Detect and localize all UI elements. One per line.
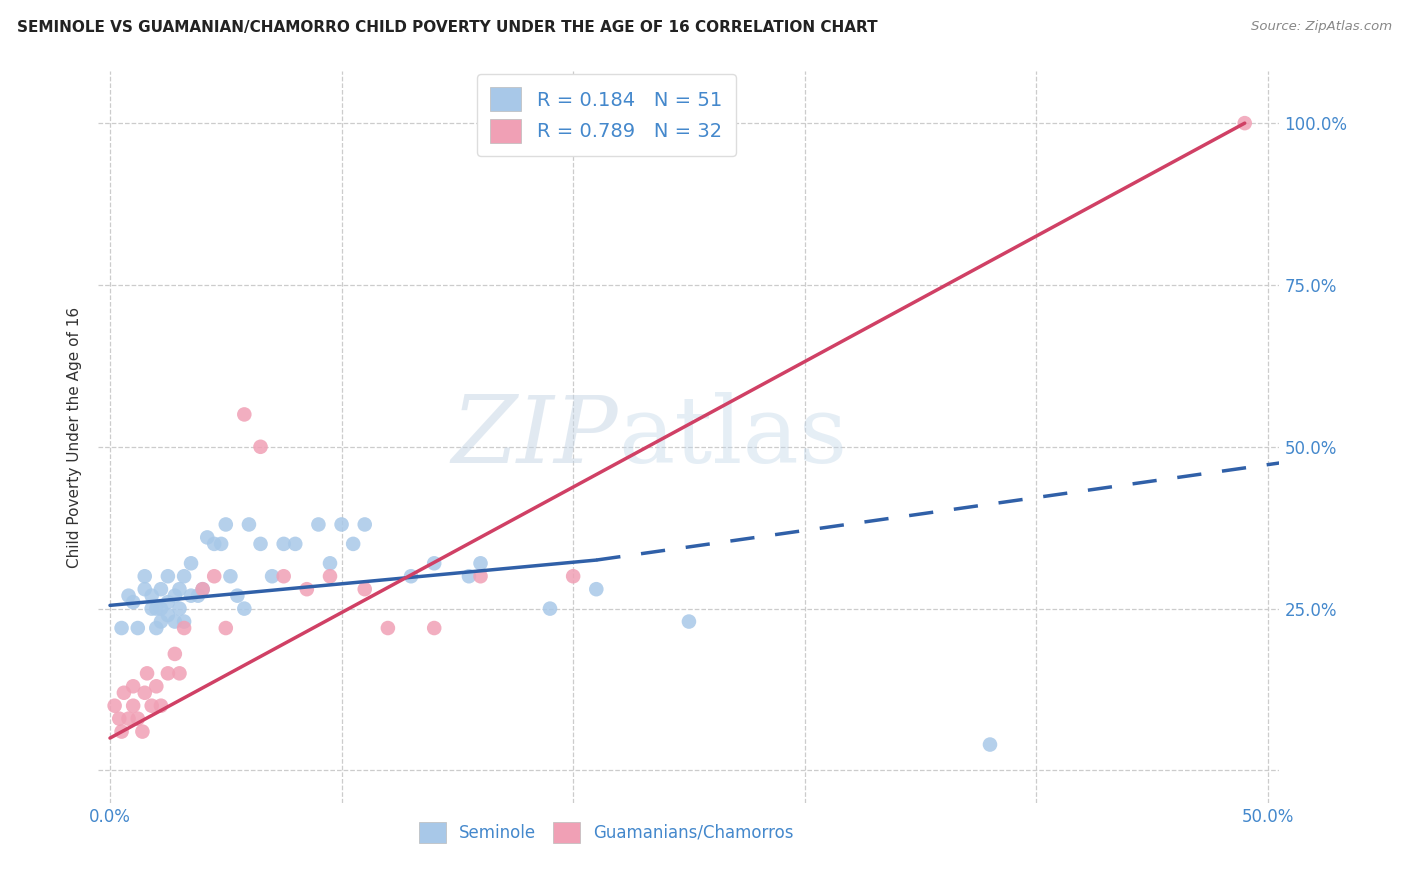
Point xyxy=(330,517,353,532)
Point xyxy=(169,601,191,615)
Point xyxy=(127,621,149,635)
Point xyxy=(226,589,249,603)
Point xyxy=(163,615,186,629)
Text: Source: ZipAtlas.com: Source: ZipAtlas.com xyxy=(1251,20,1392,33)
Point xyxy=(156,666,179,681)
Point xyxy=(149,698,172,713)
Point xyxy=(156,595,179,609)
Point xyxy=(163,589,186,603)
Point xyxy=(979,738,1001,752)
Point xyxy=(104,698,127,713)
Point xyxy=(122,679,145,693)
Point xyxy=(319,557,342,571)
Point xyxy=(399,569,422,583)
Point xyxy=(134,569,156,583)
Point xyxy=(470,569,492,583)
Point xyxy=(149,615,172,629)
Point xyxy=(295,582,318,597)
Point xyxy=(117,589,139,603)
Point xyxy=(458,569,481,583)
Point xyxy=(423,557,446,571)
Point xyxy=(145,679,167,693)
Point xyxy=(117,712,139,726)
Point xyxy=(149,582,172,597)
Point xyxy=(284,537,307,551)
Point xyxy=(233,408,256,422)
Legend: Seminole, Guamanians/Chamorros: Seminole, Guamanians/Chamorros xyxy=(412,815,800,849)
Point xyxy=(127,712,149,726)
Point xyxy=(173,621,195,635)
Point xyxy=(233,601,256,615)
Point xyxy=(145,621,167,635)
Point xyxy=(191,582,214,597)
Point xyxy=(169,666,191,681)
Point xyxy=(215,517,238,532)
Point xyxy=(678,615,700,629)
Point xyxy=(180,589,202,603)
Point xyxy=(249,537,271,551)
Point xyxy=(141,698,163,713)
Point xyxy=(141,601,163,615)
Point xyxy=(353,582,375,597)
Point xyxy=(273,537,295,551)
Point xyxy=(353,517,375,532)
Point xyxy=(273,569,295,583)
Text: atlas: atlas xyxy=(619,392,848,482)
Point xyxy=(238,517,260,532)
Point xyxy=(169,582,191,597)
Point xyxy=(249,440,271,454)
Point xyxy=(215,621,238,635)
Point xyxy=(202,569,225,583)
Point xyxy=(195,530,218,544)
Point xyxy=(136,666,159,681)
Point xyxy=(108,712,131,726)
Point xyxy=(110,621,132,635)
Point xyxy=(134,582,156,597)
Y-axis label: Child Poverty Under the Age of 16: Child Poverty Under the Age of 16 xyxy=(67,307,83,567)
Point xyxy=(585,582,607,597)
Point xyxy=(180,557,202,571)
Point xyxy=(423,621,446,635)
Point xyxy=(112,686,135,700)
Point xyxy=(134,686,156,700)
Point xyxy=(145,601,167,615)
Point xyxy=(191,582,214,597)
Point xyxy=(141,589,163,603)
Point xyxy=(262,569,284,583)
Point xyxy=(149,601,172,615)
Point xyxy=(562,569,585,583)
Point xyxy=(307,517,329,532)
Point xyxy=(319,569,342,583)
Point xyxy=(173,569,195,583)
Point xyxy=(110,724,132,739)
Point xyxy=(156,569,179,583)
Point xyxy=(219,569,242,583)
Point xyxy=(173,615,195,629)
Text: ZIP: ZIP xyxy=(451,392,619,482)
Point xyxy=(122,698,145,713)
Point xyxy=(156,608,179,623)
Text: SEMINOLE VS GUAMANIAN/CHAMORRO CHILD POVERTY UNDER THE AGE OF 16 CORRELATION CHA: SEMINOLE VS GUAMANIAN/CHAMORRO CHILD POV… xyxy=(17,20,877,35)
Point xyxy=(202,537,225,551)
Point xyxy=(342,537,364,551)
Point xyxy=(131,724,153,739)
Point xyxy=(209,537,232,551)
Point xyxy=(377,621,399,635)
Point xyxy=(470,557,492,571)
Point xyxy=(122,595,145,609)
Point xyxy=(163,647,186,661)
Point xyxy=(1233,116,1256,130)
Point xyxy=(187,589,209,603)
Point xyxy=(538,601,561,615)
